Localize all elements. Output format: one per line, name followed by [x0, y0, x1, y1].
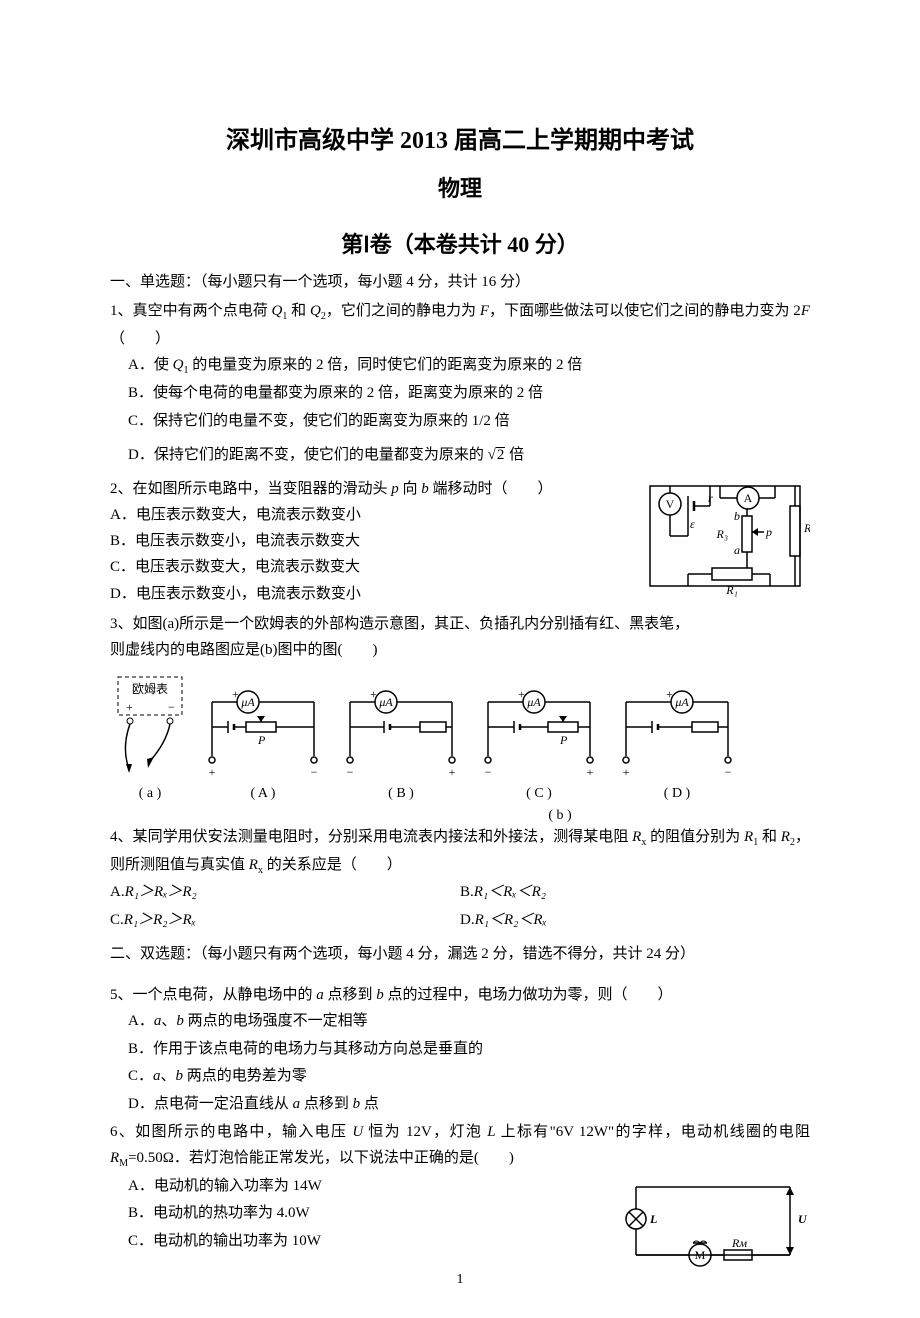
svg-text:b: b — [734, 509, 740, 523]
q1-text-a: 1、真空中有两个点电荷 — [110, 303, 272, 319]
q3-line1: 3、如图(a)所示是一个欧姆表的外部构造示意图，其正、负插孔内分别插有红、黑表笔… — [110, 611, 810, 637]
svg-text:ε: ε — [690, 517, 695, 531]
q2-circuit-figure: V ε r A — [640, 476, 810, 611]
exam-page: 深圳市高级中学 2013 届高二上学期期中考试 物理 第Ⅰ卷（本卷共计 40 分… — [0, 0, 920, 1318]
q3-label-a: ( a ) — [110, 786, 190, 802]
spacer — [110, 970, 810, 982]
q1-Q2: Q — [310, 303, 321, 319]
q1-F2: F — [801, 303, 810, 319]
svg-text:+: + — [232, 687, 239, 701]
q3-fig-A: μA + P + — [198, 686, 328, 802]
q1-stem: 1、真空中有两个点电荷 Q1 和 Q2，它们之间的静电力为 F，下面哪些做法可以… — [110, 298, 810, 352]
svg-text:−: − — [347, 765, 354, 779]
q3-label-C: ( C ) — [474, 786, 604, 802]
q3-fig-C: μA + P − + — [474, 686, 604, 802]
svg-text:μA: μA — [240, 695, 255, 709]
q5-stem: 5、一个点电荷，从静电场中的 a 点移到 b 点的过程中，电场力做功为零，则（ … — [110, 982, 810, 1008]
q3-label-b: ( b ) — [110, 808, 810, 824]
svg-text:Rᴍ: Rᴍ — [731, 1236, 747, 1250]
svg-text:R₁: R₁ — [725, 583, 738, 597]
svg-text:P: P — [257, 733, 266, 747]
q3-fig-a: 欧姆表 + − ( a ) — [110, 671, 190, 802]
q3-label-D: ( D ) — [612, 786, 742, 802]
svg-text:−: − — [311, 765, 318, 779]
svg-text:欧姆表: 欧姆表 — [132, 682, 168, 696]
q1-text-e: （ ） — [110, 331, 170, 347]
section-2-head: 二、双选题：（每小题只有两个选项，每小题 4 分，漏选 2 分，错选不得分，共计… — [110, 941, 810, 968]
q1-opt-D: D．保持它们的距离不变，使它们的电量都变为原来的 √2 倍 — [110, 436, 810, 476]
svg-text:U: U — [798, 1212, 808, 1226]
part-title: 第Ⅰ卷（本卷共计 40 分） — [110, 227, 810, 259]
q1-Q1: Q — [272, 303, 283, 319]
svg-text:−: − — [168, 700, 175, 714]
page-number: 1 — [0, 1272, 920, 1288]
q5-opt-B: B．作用于该点电荷的电场力与其移动方向总是垂直的 — [110, 1036, 810, 1064]
svg-text:μA: μA — [674, 695, 689, 709]
q1-opt-B: B．使每个电荷的电量都变为原来的 2 倍，距离变为原来的 2 倍 — [110, 380, 810, 408]
q3-fig-B: μA + − + ( B ) — [336, 686, 466, 802]
svg-text:+: + — [209, 765, 216, 779]
q6-stem: 6、如图所示的电路中，输入电压 U 恒为 12V，灯泡 L 上标有"6V 12W… — [110, 1119, 810, 1173]
ammeter-label: A — [744, 491, 753, 505]
q4-opts-row2: C.R₁＞R₂＞Rₓ D.R₁＜R₂＜Rₓ — [110, 907, 810, 935]
q3-figure-row: 欧姆表 + − ( a ) μA + — [110, 663, 810, 808]
q1-text-c: ，它们之间的静电力为 — [326, 303, 480, 319]
svg-text:P: P — [559, 733, 568, 747]
svg-text:−: − — [485, 765, 492, 779]
svg-text:p: p — [765, 525, 772, 539]
sqrt-2: 2 — [496, 447, 506, 463]
q4-opts-row1: A.R₁＞Rₓ＞R₂ B.R₁＜Rₓ＜R₂ — [110, 879, 810, 907]
q3-label-B: ( B ) — [336, 786, 466, 802]
svg-text:a: a — [734, 543, 740, 557]
svg-text:M: M — [695, 1248, 706, 1262]
svg-text:−: − — [725, 765, 732, 779]
q1-text-b: 和 — [287, 303, 310, 319]
svg-text:+: + — [370, 687, 377, 701]
svg-text:+: + — [587, 765, 594, 779]
svg-text:μA: μA — [526, 695, 541, 709]
svg-text:R₂: R₂ — [803, 521, 810, 535]
q6-block: 6、如图所示的电路中，输入电压 U 恒为 12V，灯泡 L 上标有"6V 12W… — [110, 1119, 810, 1278]
q1-opt-C: C．保持它们的电量不变，使它们的距离变为原来的 1/2 倍 — [110, 408, 810, 436]
svg-text:+: + — [126, 700, 133, 714]
voltmeter-label: V — [666, 497, 675, 511]
q5-opt-A: A．a、b 两点的电场强度不一定相等 — [110, 1008, 810, 1036]
section-1-head: 一、单选题：（每小题只有一个选项，每小题 4 分，共计 16 分） — [110, 269, 810, 296]
q1-F: F — [480, 303, 489, 319]
svg-text:+: + — [449, 765, 456, 779]
q1-text-d: ，下面哪些做法可以使它们之间的静电力变为 2 — [489, 303, 801, 319]
q5-opt-C: C．a、b 两点的电势差为零 — [110, 1063, 810, 1091]
svg-text:μA: μA — [378, 695, 393, 709]
q2-stem: 2、在如图所示电路中，当变阻器的滑动头 p 向 b 端移动时（ ） — [110, 476, 610, 502]
svg-text:L: L — [649, 1212, 657, 1226]
q6-circuit-figure: L U M Rᴍ — [620, 1173, 810, 1278]
q2-block: V ε r A — [110, 476, 810, 611]
q5-opt-D: D．点电荷一定沿直线从 a 点移到 b 点 — [110, 1091, 810, 1119]
q3-fig-D: μA + + − ( D ) — [612, 686, 742, 802]
q1-opt-A: A．使 Q1 的电量变为原来的 2 倍，同时使它们的距离变为原来的 2 倍 — [110, 352, 810, 381]
q4-stem: 4、某同学用伏安法测量电阻时，分别采用电流表内接法和外接法，测得某电阻 Rx 的… — [110, 824, 810, 879]
svg-text:+: + — [518, 687, 525, 701]
svg-text:+: + — [623, 765, 630, 779]
sqrt-symbol: √ — [488, 447, 496, 463]
q3-line2: 则虚线内的电路图应是(b)图中的图( ) — [110, 637, 810, 663]
svg-text:+: + — [666, 687, 673, 701]
main-title: 深圳市高级中学 2013 届高二上学期期中考试 — [110, 120, 810, 155]
svg-text:R₃: R₃ — [715, 527, 728, 541]
q3-label-A: ( A ) — [198, 786, 328, 802]
subject-title: 物理 — [110, 171, 810, 203]
